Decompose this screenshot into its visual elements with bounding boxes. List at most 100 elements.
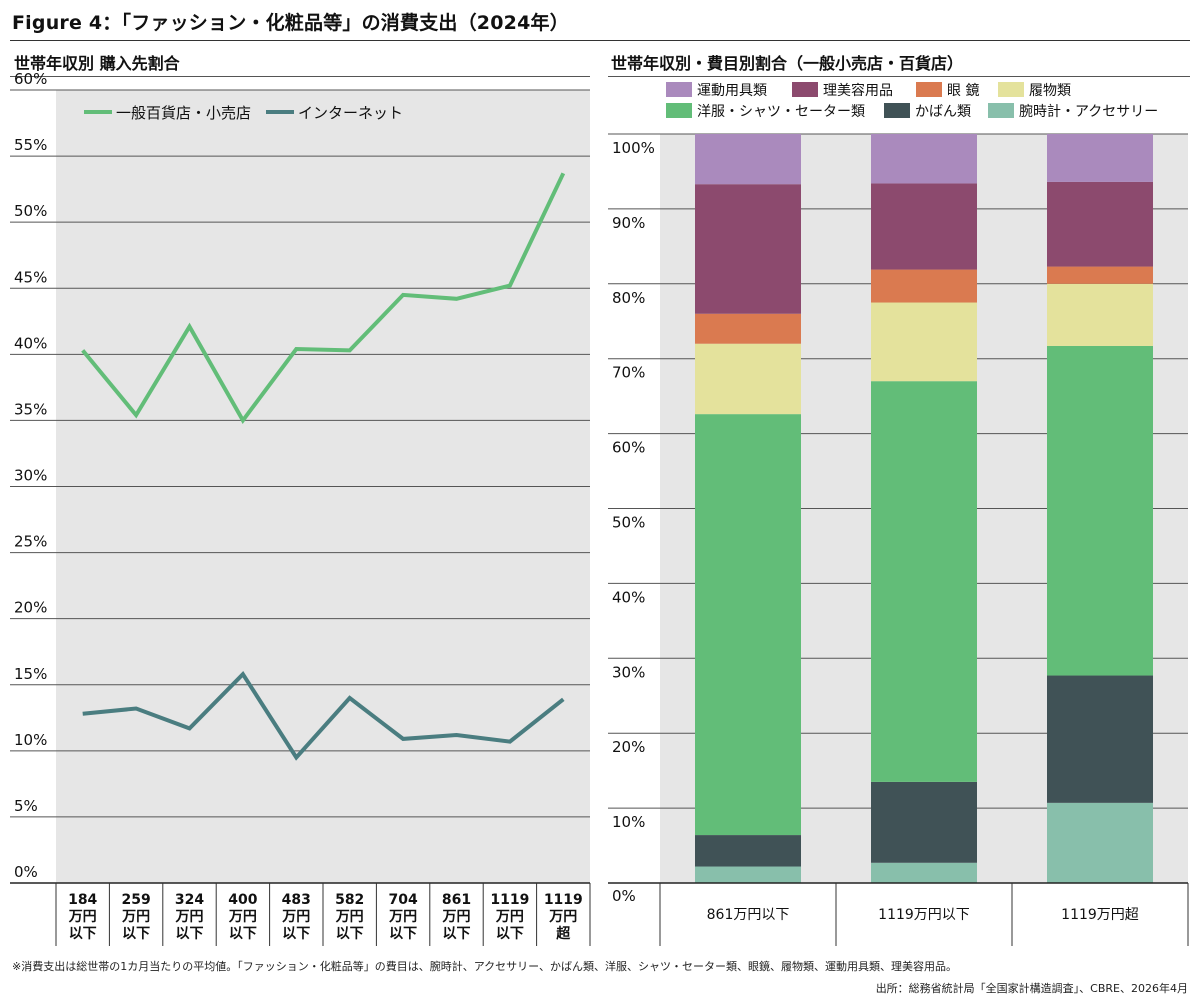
right-legend-label: 眼 鏡 xyxy=(947,83,979,99)
left-panel-divider xyxy=(10,76,590,77)
left-x-tick-label: 1119 xyxy=(490,892,529,908)
left-panel-title: 世帯年収別 購入先割合 xyxy=(14,54,180,73)
stacked-bar-segment xyxy=(695,414,801,836)
left-x-tick-label: 400 xyxy=(228,892,257,908)
left-x-tick-label: 万円 xyxy=(335,909,364,925)
left-x-tick-label: 861 xyxy=(442,892,471,908)
left-x-tick-label: 483 xyxy=(282,892,311,908)
left-x-tick-label: 582 xyxy=(335,892,364,908)
right-y-tick-label: 30% xyxy=(612,663,645,681)
right-y-tick-label: 50% xyxy=(612,514,645,532)
left-y-tick-label: 10% xyxy=(14,731,47,749)
stacked-bar-segment xyxy=(695,134,801,185)
stacked-bar-segment xyxy=(695,866,801,883)
right-y-tick-label: 40% xyxy=(612,588,645,606)
right-y-tick-label: 70% xyxy=(612,364,645,382)
left-x-tick-label: 万円 xyxy=(175,909,204,925)
right-y-tick-label: 90% xyxy=(612,214,645,232)
right-y-tick-label: 0% xyxy=(612,887,636,905)
left-y-tick-label: 30% xyxy=(14,467,47,485)
right-legend-swatch xyxy=(916,82,942,97)
title-divider xyxy=(10,40,1190,41)
stacked-bar-segment xyxy=(871,269,977,303)
left-x-tick-label: 704 xyxy=(388,892,417,908)
left-y-tick-label: 40% xyxy=(14,334,47,352)
stacked-bar-segment xyxy=(871,183,977,270)
left-x-tick-label: 以下 xyxy=(176,926,204,942)
stacked-bar-segment xyxy=(871,134,977,184)
left-x-tick-label: 万円 xyxy=(442,909,471,925)
left-x-tick-label: 以下 xyxy=(443,926,471,942)
footnote: ※消費支出は総世帯の1カ月当たりの平均値。「ファッション・化粧品等」の費目は、腕… xyxy=(12,960,958,973)
stacked-bar-segment xyxy=(695,184,801,314)
stacked-bar-segment xyxy=(1047,283,1153,346)
right-legend-swatch xyxy=(998,82,1024,97)
stacked-bar-segment xyxy=(1047,181,1153,267)
stacked-bar-segment xyxy=(871,302,977,382)
line-series-1 xyxy=(81,172,566,425)
stacked-bar-segment xyxy=(871,862,977,883)
left-x-tick-label: 万円 xyxy=(281,909,310,925)
left-y-tick-label: 35% xyxy=(14,400,47,418)
right-y-tick-label: 10% xyxy=(612,813,645,831)
left-x-tick-label: 万円 xyxy=(495,909,524,925)
left-y-tick-label: 50% xyxy=(14,202,47,220)
right-legend-swatch xyxy=(884,103,910,118)
left-x-tick-label: 万円 xyxy=(388,909,417,925)
stacked-bar-segment xyxy=(1047,266,1153,284)
stacked-bar-segment xyxy=(695,343,801,415)
left-x-tick-label: 以下 xyxy=(389,926,417,942)
left-x-tick-label: 超 xyxy=(555,925,571,942)
stacked-bar-segment xyxy=(1047,134,1153,182)
right-legend-label: 履物類 xyxy=(1029,83,1071,99)
left-y-tick-label: 0% xyxy=(14,863,38,881)
right-legend-label: 理美容用品 xyxy=(823,82,893,99)
right-legend-swatch xyxy=(666,103,692,118)
line-series-2 xyxy=(82,671,565,761)
left-y-tick-label: 5% xyxy=(14,797,38,815)
left-x-tick-label: 以下 xyxy=(122,926,150,942)
stacked-bar-segment xyxy=(1047,675,1153,803)
right-legend-swatch xyxy=(988,103,1014,118)
right-panel-divider xyxy=(608,76,1190,77)
right-legend-swatch xyxy=(792,82,818,97)
left-x-tick-label: 324 xyxy=(175,892,204,908)
left-x-tick-label: 以下 xyxy=(496,926,524,942)
left-y-tick-label: 60% xyxy=(14,70,47,88)
right-legend-label: かばん類 xyxy=(915,104,971,120)
right-y-tick-label: 20% xyxy=(612,738,645,756)
right-legend-label: 運動用具類 xyxy=(697,83,767,99)
left-y-tick-label: 55% xyxy=(14,136,47,154)
stacked-bar-segment xyxy=(1047,345,1153,676)
left-x-tick-label: 万円 xyxy=(121,909,150,925)
right-panel-title: 世帯年収別・費目別割合（一般小売店・百貨店） xyxy=(611,54,964,73)
right-legend-label: 洋服・シャツ・セーター類 xyxy=(697,104,865,120)
right-x-tick-label: 1119万円以下 xyxy=(878,907,970,923)
left-y-tick-label: 20% xyxy=(14,599,47,617)
left-x-tick-label: 以下 xyxy=(69,926,97,942)
stacked-bar-segment xyxy=(871,781,977,863)
right-y-tick-label: 80% xyxy=(612,289,645,307)
left-x-tick-label: 以下 xyxy=(282,926,310,942)
stacked-bar-segment xyxy=(695,835,801,867)
left-x-tick-label: 以下 xyxy=(336,926,364,942)
left-y-tick-label: 25% xyxy=(14,533,47,551)
left-x-tick-label: 万円 xyxy=(228,909,257,925)
left-legend-label: 一般百貨店・小売店 xyxy=(116,104,251,122)
left-y-tick-label: 15% xyxy=(14,665,47,683)
stacked-bar-segment xyxy=(1047,802,1153,883)
left-x-tick-label: 万円 xyxy=(548,909,577,925)
left-y-tick-label: 45% xyxy=(14,268,47,286)
left-x-tick-label: 1119 xyxy=(544,892,583,908)
left-x-tick-label: 184 xyxy=(68,892,97,908)
left-legend-label: インターネット xyxy=(298,104,403,122)
right-y-tick-label: 60% xyxy=(612,439,645,457)
right-x-tick-label: 861万円以下 xyxy=(707,907,790,923)
stacked-bar-segment xyxy=(695,313,801,344)
left-x-tick-label: 259 xyxy=(121,892,150,908)
right-x-tick-label: 1119万円超 xyxy=(1061,907,1139,923)
source-note: 出所：総務省統計局「全国家計構造調査」、CBRE、2026年4月 xyxy=(875,982,1188,995)
right-legend-swatch xyxy=(666,82,692,97)
figure-title: Figure 4：「ファッション・化粧品等」の消費支出（2024年） xyxy=(12,12,569,34)
right-legend-label: 腕時計・アクセサリー xyxy=(1019,104,1158,120)
